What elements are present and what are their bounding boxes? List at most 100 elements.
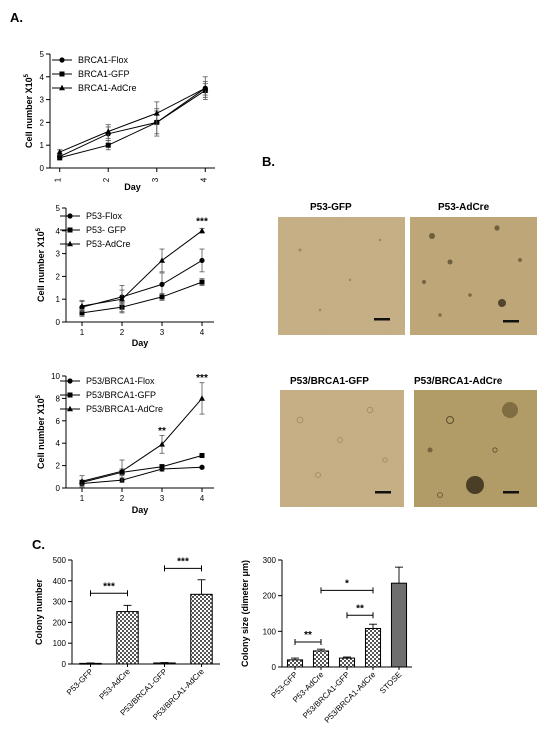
y-tick-label: 5 — [56, 204, 61, 213]
bar — [116, 611, 139, 665]
data-point — [159, 464, 165, 470]
x-tick-label: 4 — [200, 328, 205, 337]
micrograph-p53-brca1-gfp — [280, 390, 404, 507]
legend-marker — [59, 57, 65, 63]
legend-label: P53/BRCA1-Flox — [86, 376, 155, 386]
legend-marker — [59, 71, 65, 77]
data-point — [159, 294, 165, 300]
legend-label: P53-AdCre — [86, 239, 131, 249]
data-point — [199, 279, 205, 285]
x-tick-label: P53-AdCre — [98, 667, 133, 702]
legend-marker — [59, 84, 65, 91]
y-tick-label: 300 — [263, 556, 277, 565]
bar — [364, 627, 382, 668]
y-axis-label-exponent: 5 — [36, 394, 42, 398]
micrograph-p53-gfp — [278, 217, 405, 335]
x-tick-label: 3 — [151, 177, 160, 182]
series-p53-gfp — [79, 278, 205, 317]
series-p53-adcre — [79, 227, 205, 314]
data-point — [105, 128, 112, 134]
legend-marker — [67, 392, 73, 398]
data-point — [199, 464, 205, 470]
data-point — [199, 257, 205, 264]
chart-colony_number: 0 100 200 300 400 500 Colony number P53-GFP P53-… — [34, 556, 220, 722]
data-point — [159, 441, 165, 447]
significance-marker: * — [345, 578, 349, 589]
y-tick-label: 2 — [56, 272, 61, 281]
legend-label: BRCA1-GFP — [78, 69, 130, 79]
x-axis-label: Day — [124, 182, 141, 192]
legend-marker — [67, 240, 73, 247]
data-point — [56, 148, 63, 155]
y-tick-label: 4 — [40, 73, 45, 82]
data-point — [159, 257, 165, 263]
series-line — [59, 87, 206, 153]
y-axis-label: Colony size (dimeter μm) — [240, 560, 250, 667]
x-tick-label: 4 — [199, 177, 208, 182]
y-tick-label: 2 — [56, 462, 61, 471]
significance-marker: ** — [304, 630, 312, 641]
series-line — [81, 455, 203, 483]
series-line — [59, 90, 206, 159]
data-point — [199, 453, 205, 459]
y-tick-label: 6 — [56, 417, 61, 426]
chart-growth3: 0 2 4 6 8 10 Cell number X105 1 2 3 4 Day P53/BRCA1-… — [36, 372, 214, 515]
legend-label: BRCA1-AdCre — [78, 83, 137, 93]
y-tick-label: 8 — [56, 394, 61, 403]
significance-marker: *** — [177, 556, 189, 567]
y-axis-label: Colony number — [34, 579, 44, 645]
series-brca1-adcre — [56, 80, 209, 155]
x-axis-label: Day — [132, 505, 149, 515]
micrograph-grid: P53-GFP P53-AdCre P53/BRCA1-GFP P53/BRCA… — [278, 202, 537, 507]
y-tick-label: 200 — [53, 618, 67, 627]
legend-label: P53-Flox — [86, 211, 123, 221]
y-axis-label: Cell number X105 — [36, 227, 46, 302]
series-p53-brca1-adcre — [79, 382, 205, 488]
bar — [390, 582, 408, 668]
y-tick-label: 0 — [56, 318, 61, 327]
y-tick-label: 3 — [40, 96, 45, 105]
legend-marker — [67, 213, 73, 219]
scale-bar — [374, 318, 390, 321]
legend-label: P53/BRCA1-GFP — [86, 390, 156, 400]
x-axis-label: Day — [132, 338, 149, 348]
x-tick-label: 1 — [54, 177, 63, 182]
series-line — [81, 398, 203, 482]
micrograph-p53-brca1-adcre — [414, 390, 537, 507]
panel-label-b: B. — [262, 154, 275, 169]
legend-marker — [67, 405, 73, 412]
y-tick-label: 5 — [40, 50, 45, 59]
data-point — [119, 296, 125, 302]
series-line — [81, 230, 203, 307]
y-tick-label: 0 — [272, 663, 277, 672]
x-tick-label: 4 — [200, 494, 205, 503]
y-tick-label: 500 — [53, 556, 67, 565]
scale-bar — [503, 491, 519, 494]
x-tick-label: P53/BRCA1-AdCre — [323, 670, 378, 725]
data-point — [105, 142, 111, 148]
significance-marker: ** — [356, 603, 364, 614]
legend-marker — [67, 378, 73, 384]
y-tick-label: 0 — [62, 660, 67, 669]
data-point — [119, 468, 125, 474]
y-tick-label: 1 — [40, 141, 45, 150]
bar — [312, 650, 330, 668]
data-point — [159, 281, 165, 287]
y-axis-label-exponent: 5 — [24, 73, 30, 77]
bar — [190, 593, 213, 665]
legend-label: P53- GFP — [86, 225, 126, 235]
micrograph-label-p53-gfp: P53-GFP — [310, 202, 352, 213]
panel-label-a: A. — [10, 10, 23, 25]
y-tick-label: 200 — [263, 592, 277, 601]
panel-label-c: C. — [32, 537, 45, 552]
bar — [338, 657, 356, 668]
micrograph-label-p53-adcre: P53-AdCre — [438, 202, 490, 213]
x-tick-label: 2 — [102, 177, 111, 182]
y-tick-label: 0 — [40, 164, 45, 173]
scale-bar — [375, 491, 391, 494]
y-tick-label: 0 — [56, 484, 61, 493]
data-point — [79, 302, 85, 309]
